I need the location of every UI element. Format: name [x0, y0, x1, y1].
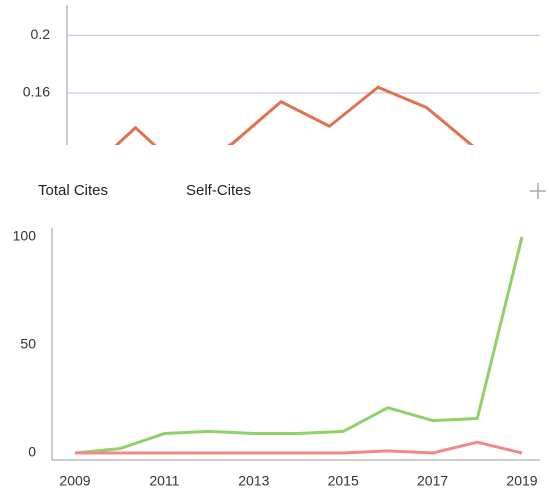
legend-label[interactable]: Total Cites [38, 182, 108, 199]
x-tick-label: 2009 [59, 473, 90, 489]
y-tick-label: 0 [28, 444, 36, 460]
y-tick-label: 100 [13, 228, 37, 244]
y-tick-label: 0.2 [31, 26, 51, 42]
plot [114, 85, 474, 145]
series-line [74, 236, 524, 455]
series-line [75, 440, 523, 455]
series-line [114, 85, 474, 145]
x-tick-label: 2015 [328, 473, 359, 489]
add-button[interactable] [530, 183, 546, 199]
y-tick-label: 50 [20, 336, 36, 352]
x-tick-label: 2013 [238, 473, 269, 489]
plot [74, 236, 524, 455]
y-tick-label: 0.16 [23, 84, 50, 100]
x-tick-label: 2011 [149, 473, 179, 489]
x-tick-label: 2017 [417, 473, 448, 489]
x-tick-label: 2019 [506, 473, 537, 489]
legend-label[interactable]: Self-Cites [186, 182, 251, 199]
